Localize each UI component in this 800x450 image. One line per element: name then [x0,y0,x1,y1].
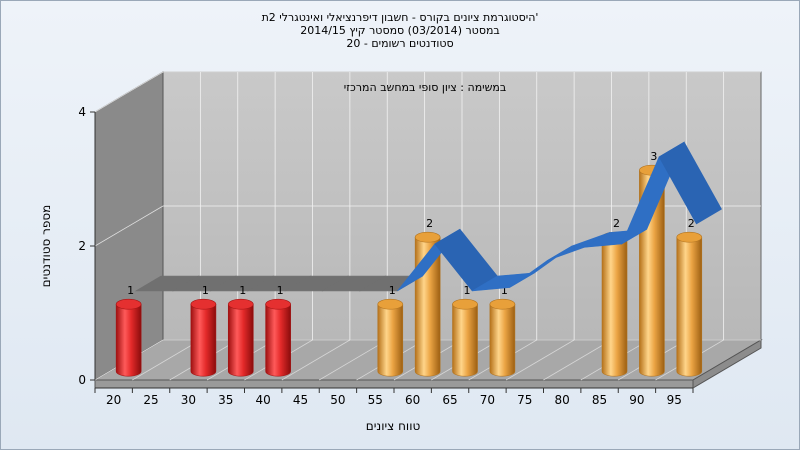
bar-value-label: 1 [239,284,246,297]
y-tick-label: 0 [78,373,86,387]
bar-value-label: 1 [464,284,471,297]
bar-top [452,298,478,310]
histogram-bar: 1 [377,284,404,377]
bar-value-label: 2 [613,217,620,230]
chart-title-line-3: סטודנטים רשומים - 20 [346,37,454,50]
bar-body [489,303,516,377]
grid-line-floor [319,339,388,381]
x-tick-label: 70 [480,393,495,407]
grid-line-floor [281,339,351,381]
bar-body [676,236,703,377]
bar-body [265,303,291,377]
bar-value-label: 1 [501,284,508,297]
histogram-bar: 1 [489,284,516,377]
histogram-bar: 1 [190,284,217,377]
bar-body [601,236,628,377]
histogram-bar: 1 [265,284,291,377]
bar-value-label: 2 [688,217,695,230]
chart-title-line-2: במסטר (03/2014) סמסטר קיץ 2014/15 [300,24,500,37]
x-tick-label: 40 [256,393,271,407]
chart-annotation: במשימה : ציון סופי במחשב המרכזי [344,81,507,94]
histogram-bar: 2 [414,217,441,377]
x-tick-label: 45 [293,393,308,407]
x-tick-label: 85 [592,393,607,407]
bar-body [227,303,254,377]
x-tick-label: 30 [181,393,196,407]
y-tick-label: 4 [78,105,86,119]
bar-top [676,231,703,243]
x-tick-label: 60 [405,393,420,407]
floor-side-edge [692,339,762,389]
x-tick-label: 95 [667,393,682,407]
grid-line-side [94,71,164,113]
histogram-bar: 1 [115,284,142,377]
grid-line-floor [132,339,201,381]
x-tick-label: 25 [143,393,158,407]
bar-body [377,303,404,377]
curve-ribbon-segment [658,141,722,225]
x-tick-label: 50 [330,393,345,407]
bar-top [377,298,404,310]
y-axis-label: מספר סטודנטים [39,205,53,288]
x-tick-label: 55 [368,393,383,407]
bar-value-label: 1 [202,284,209,297]
histogram-bar: 1 [452,284,478,377]
bar-value-label: 1 [389,284,396,297]
grid-line-floor [543,339,612,381]
bar-value-label: 3 [650,150,657,163]
bar-body [115,303,142,377]
bar-top [489,298,516,310]
bar-top [265,298,291,310]
x-tick-label: 20 [106,393,121,407]
bar-top [227,298,254,310]
histogram-bar: 1 [227,284,254,377]
y-tick-label: 2 [78,239,86,253]
grid-line-side [94,205,164,247]
bar-value-label: 1 [127,284,134,297]
floor-front-edge [94,379,694,389]
x-tick-label: 75 [517,393,532,407]
grid-line-floor [505,339,575,381]
bar-top [115,298,142,310]
x-tick-label: 65 [442,393,457,407]
x-tick-label: 35 [218,393,233,407]
x-axis-label: טווח ציונים [366,419,421,433]
x-tick-label: 90 [629,393,644,407]
bar-value-label: 1 [277,284,284,297]
bar-top [414,231,441,243]
bar-value-label: 2 [426,217,433,230]
bar-body [452,303,478,377]
histogram-bar: 2 [676,217,703,377]
x-tick-label: 80 [555,393,570,407]
chart-title-line-1: היסטוגרמת ציונים בקורס - חשבון דיפרנציאל… [261,11,539,24]
bar-body [190,303,217,377]
bar-top [190,298,217,310]
